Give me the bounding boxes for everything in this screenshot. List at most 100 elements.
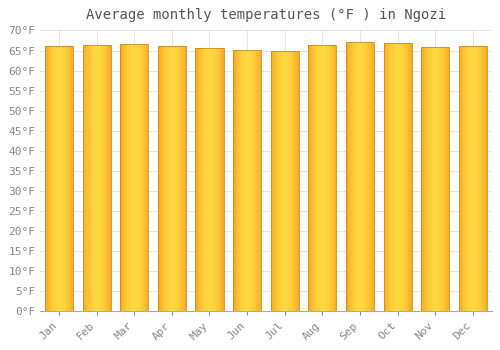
Bar	[128, 44, 129, 311]
Bar	[313, 45, 314, 311]
Bar	[422, 47, 423, 311]
Bar	[72, 46, 73, 311]
Bar	[206, 49, 207, 311]
Bar	[179, 46, 180, 311]
Bar	[469, 47, 470, 311]
Bar	[71, 46, 72, 311]
Bar	[315, 45, 316, 311]
Bar	[273, 50, 274, 311]
Bar	[324, 45, 325, 311]
Bar	[65, 46, 66, 311]
Bar	[250, 50, 251, 311]
Bar	[86, 45, 87, 311]
Bar	[392, 43, 393, 311]
Bar	[408, 43, 409, 311]
Bar	[214, 49, 215, 311]
Bar	[131, 44, 132, 311]
Bar	[107, 45, 108, 311]
Bar	[384, 43, 385, 311]
Bar	[439, 47, 440, 311]
Bar	[144, 44, 145, 311]
Bar	[55, 46, 56, 311]
Bar	[141, 44, 142, 311]
Bar	[295, 50, 296, 311]
Bar	[59, 46, 60, 311]
Bar	[477, 47, 478, 311]
Bar	[410, 43, 411, 311]
Bar	[367, 42, 368, 311]
Bar	[358, 42, 359, 311]
Bar	[158, 46, 159, 311]
Bar	[435, 47, 436, 311]
Bar	[68, 46, 69, 311]
Bar	[255, 50, 256, 311]
Bar	[87, 45, 88, 311]
Bar	[361, 42, 362, 311]
Bar	[405, 43, 406, 311]
Bar	[350, 42, 351, 311]
Bar	[430, 47, 432, 311]
Bar	[312, 45, 313, 311]
Bar	[172, 46, 173, 311]
Bar	[84, 45, 85, 311]
Bar	[292, 50, 293, 311]
Bar	[332, 45, 333, 311]
Bar	[216, 49, 217, 311]
Bar	[170, 46, 172, 311]
Bar	[421, 47, 422, 311]
Bar	[244, 50, 245, 311]
Bar	[166, 46, 167, 311]
Bar	[396, 43, 397, 311]
Bar	[99, 45, 100, 311]
Bar	[240, 50, 241, 311]
Bar	[274, 50, 275, 311]
Bar	[197, 49, 198, 311]
Bar	[200, 49, 201, 311]
Bar	[294, 50, 295, 311]
Bar	[125, 44, 126, 311]
Bar	[120, 44, 148, 311]
Bar	[160, 46, 161, 311]
Bar	[334, 45, 335, 311]
Bar	[311, 45, 312, 311]
Bar	[237, 50, 238, 311]
Bar	[177, 46, 178, 311]
Bar	[471, 47, 472, 311]
Bar	[137, 44, 138, 311]
Bar	[221, 49, 222, 311]
Bar	[423, 47, 424, 311]
Bar	[352, 42, 353, 311]
Bar	[270, 50, 271, 311]
Bar	[183, 46, 184, 311]
Bar	[465, 47, 466, 311]
Bar	[51, 46, 52, 311]
Bar	[122, 44, 123, 311]
Bar	[220, 49, 221, 311]
Bar	[94, 45, 95, 311]
Bar	[291, 50, 292, 311]
Bar	[134, 44, 135, 311]
Bar	[425, 47, 426, 311]
Bar	[391, 43, 392, 311]
Bar	[123, 44, 124, 311]
Bar	[360, 42, 361, 311]
Bar	[101, 45, 102, 311]
Bar	[284, 50, 286, 311]
Bar	[218, 49, 219, 311]
Bar	[398, 43, 400, 311]
Bar	[310, 45, 311, 311]
Bar	[346, 42, 347, 311]
Bar	[427, 47, 428, 311]
Bar	[234, 50, 236, 311]
Bar	[458, 47, 460, 311]
Bar	[429, 47, 430, 311]
Bar	[253, 50, 254, 311]
Bar	[130, 44, 131, 311]
Bar	[185, 46, 186, 311]
Bar	[308, 45, 309, 311]
Bar	[106, 45, 107, 311]
Bar	[347, 42, 348, 311]
Bar	[82, 45, 83, 311]
Bar	[105, 45, 106, 311]
Bar	[259, 50, 260, 311]
